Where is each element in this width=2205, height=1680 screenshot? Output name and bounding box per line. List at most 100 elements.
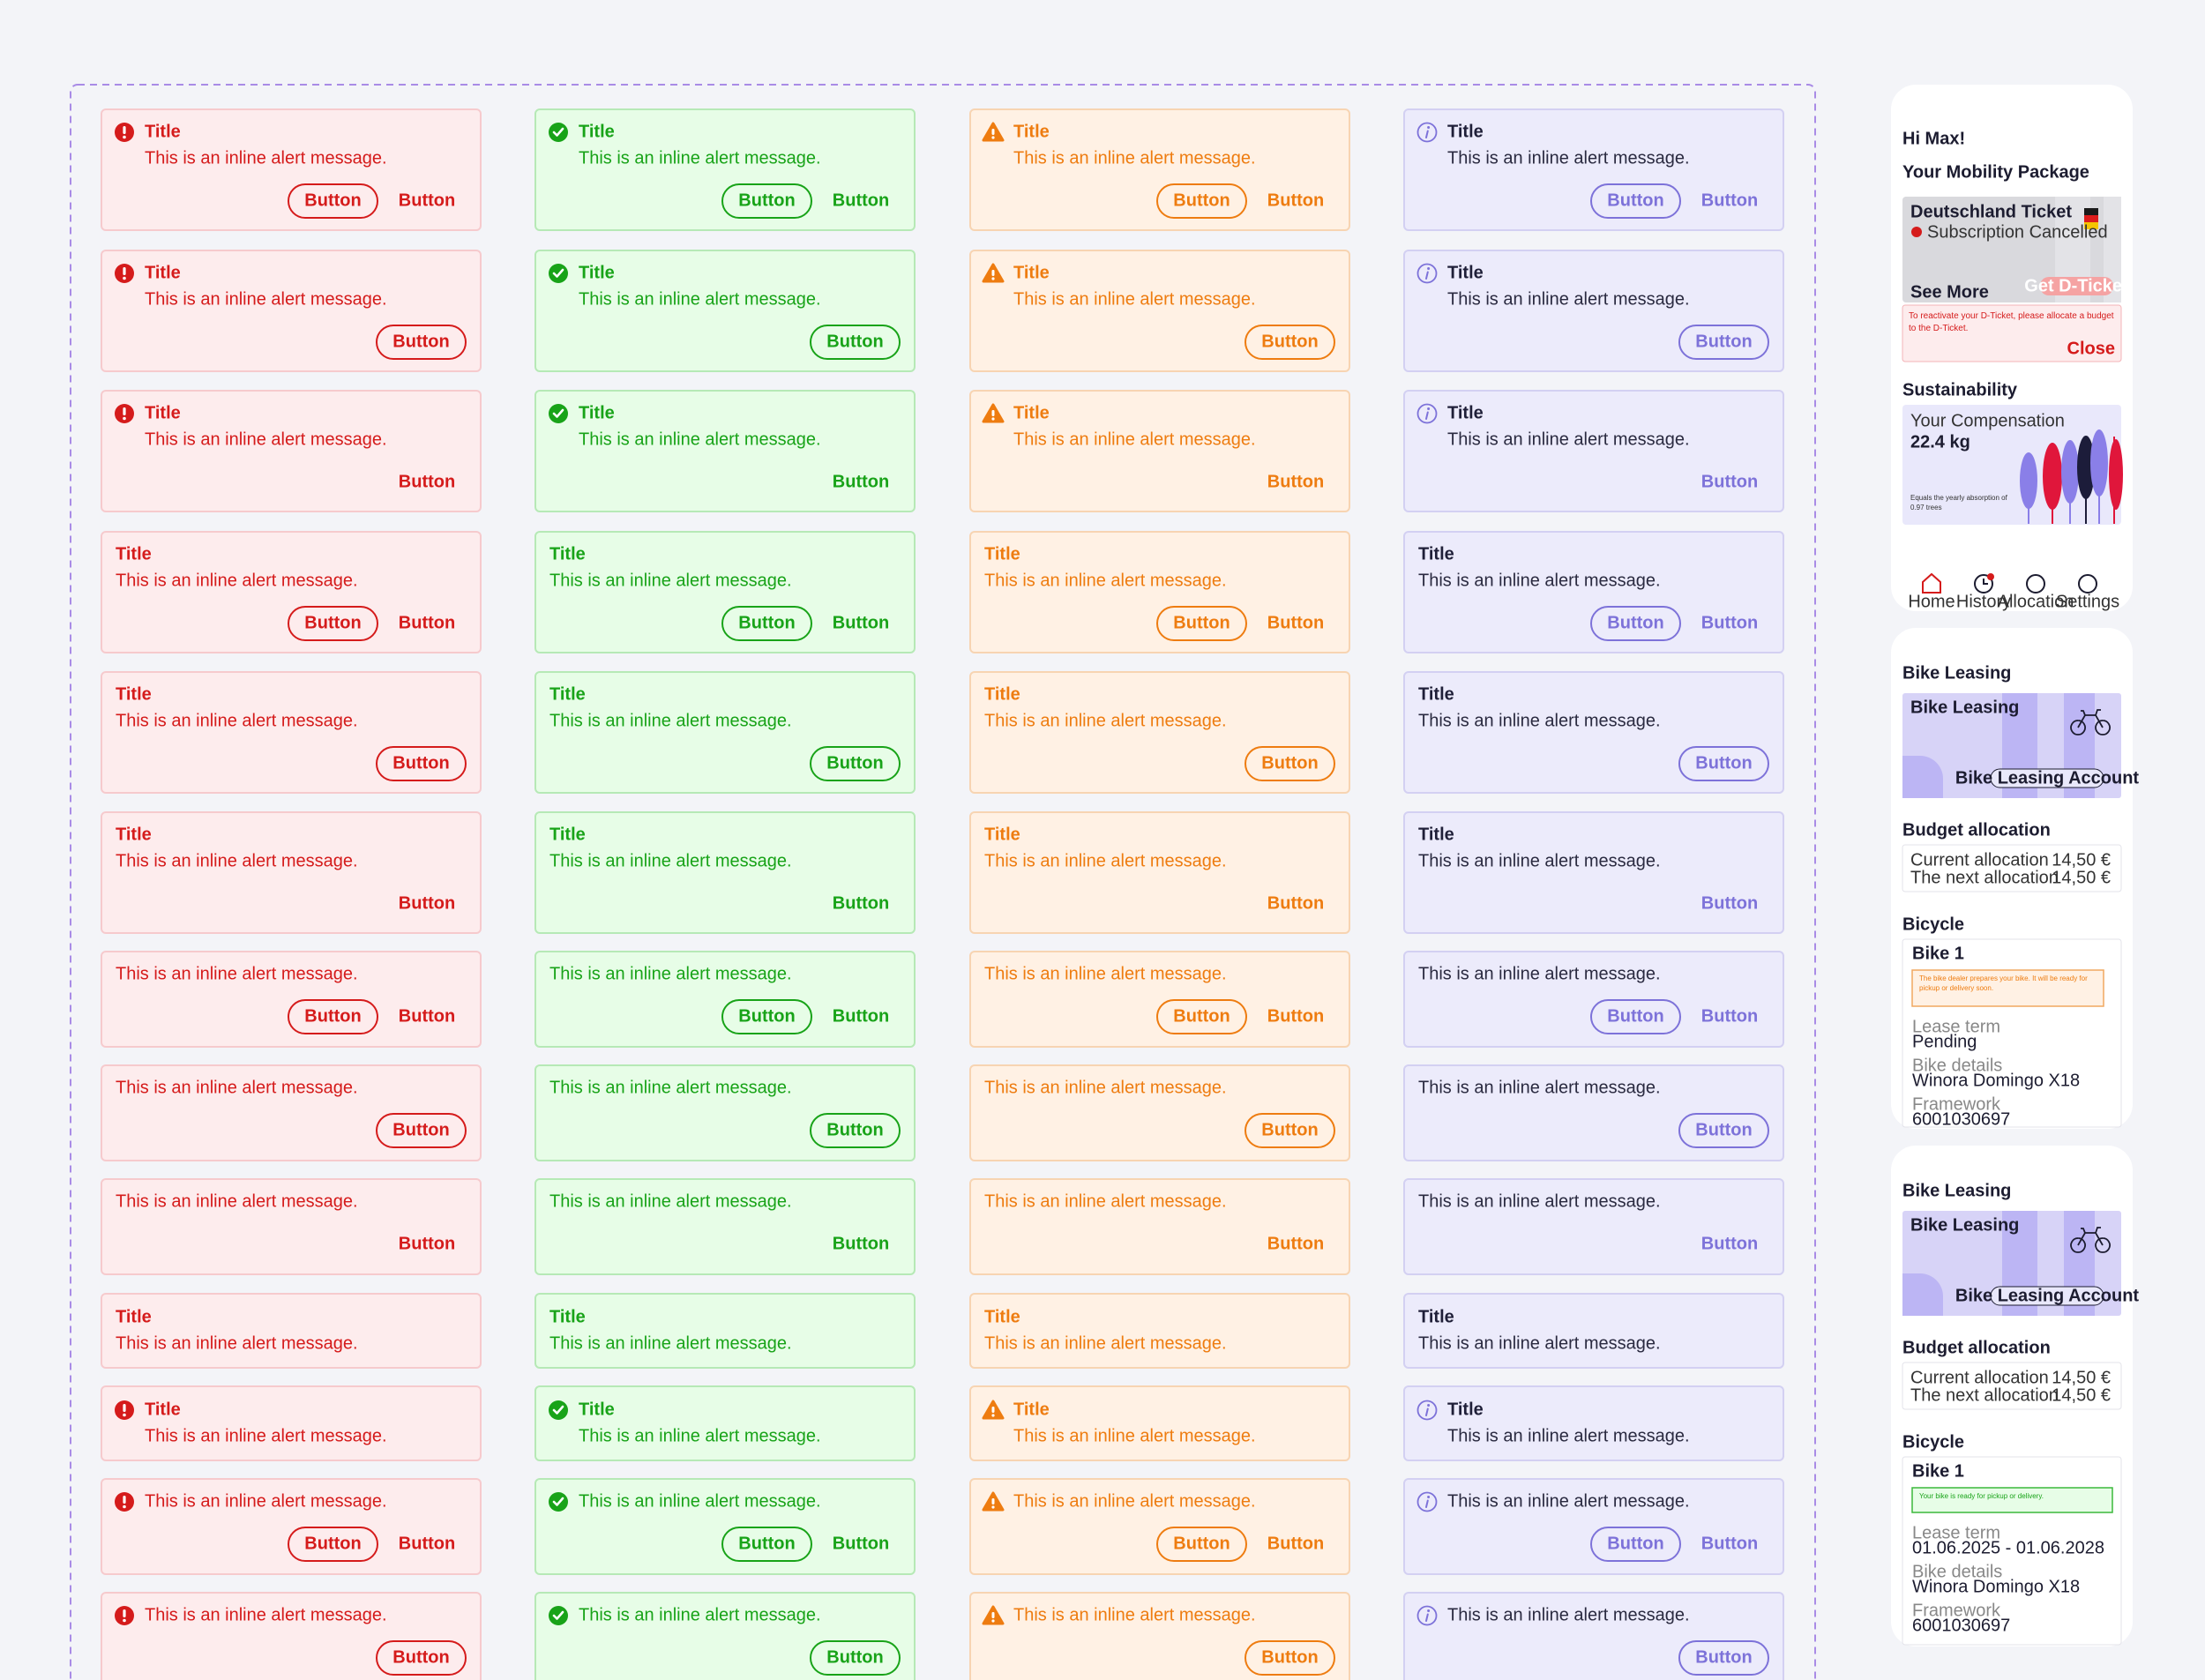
primary-button[interactable]: Button — [288, 1527, 378, 1562]
secondary-button[interactable]: Button — [1267, 1006, 1324, 1026]
inline-alert: Title This is an inline alert message. But… — [101, 531, 482, 653]
budget-box — [1902, 1362, 2122, 1410]
nav-label[interactable]: Allocation — [1998, 592, 2074, 611]
alert-box — [534, 108, 916, 231]
secondary-button[interactable]: Button — [833, 1006, 889, 1026]
secondary-button[interactable]: Button — [399, 613, 455, 632]
primary-button[interactable]: Button — [810, 1113, 901, 1148]
secondary-button[interactable]: Button — [399, 190, 455, 210]
button-label: Button — [826, 332, 883, 351]
secondary-button[interactable]: Button — [833, 1234, 889, 1253]
secondary-button[interactable]: Button — [1267, 613, 1324, 632]
get-ticket-button[interactable] — [2040, 277, 2113, 295]
alert-message: This is an inline alert message. — [116, 1333, 358, 1353]
primary-button[interactable]: Button — [1590, 606, 1681, 641]
inline-alert: Title This is an inline alert message. But… — [534, 250, 916, 372]
button-label: Button — [392, 332, 449, 351]
see-more[interactable]: See More — [1910, 282, 1989, 302]
secondary-button[interactable]: Button — [1701, 893, 1758, 913]
secondary-button[interactable]: Button — [1701, 613, 1758, 632]
alert-title: Title — [116, 1307, 152, 1326]
secondary-button[interactable]: Button — [1267, 472, 1324, 491]
button-label: Button — [392, 1120, 449, 1139]
secondary-button[interactable]: Button — [1267, 1234, 1324, 1253]
nav-label[interactable]: Settings — [2056, 592, 2119, 611]
primary-button[interactable]: Button — [288, 606, 378, 641]
primary-button[interactable]: Button — [376, 325, 467, 360]
button-outline — [288, 606, 378, 641]
icon-glyph — [1427, 1404, 1431, 1407]
primary-button[interactable]: Button — [1590, 183, 1681, 219]
primary-button[interactable]: Button — [1156, 1527, 1247, 1562]
alert-message: This is an inline alert message. — [984, 1078, 1227, 1097]
secondary-button[interactable]: Button — [833, 893, 889, 913]
inline-alert: Title This is an inline alert message. But… — [1403, 390, 1784, 512]
primary-button[interactable]: Button — [721, 999, 812, 1034]
bike-name: Bike 1 — [1912, 1461, 1964, 1481]
primary-button[interactable]: Button — [1156, 606, 1247, 641]
primary-button[interactable]: Button — [1245, 1640, 1335, 1676]
secondary-button[interactable]: Button — [833, 1534, 889, 1553]
primary-button[interactable]: Button — [376, 1640, 467, 1676]
alert-box — [969, 250, 1350, 372]
secondary-button[interactable]: Button — [1701, 1234, 1758, 1253]
alert-message: This is an inline alert message. — [1418, 711, 1661, 730]
primary-button[interactable]: Button — [810, 1640, 901, 1676]
primary-button[interactable]: Button — [288, 999, 378, 1034]
primary-button[interactable]: Button — [1590, 999, 1681, 1034]
alert-box — [1403, 1064, 1784, 1161]
detail-value: 6001030697 — [1912, 1109, 2010, 1129]
account-button[interactable] — [1990, 1286, 2104, 1306]
account-button[interactable] — [1990, 768, 2104, 788]
secondary-button[interactable]: Button — [1701, 1534, 1758, 1553]
primary-button[interactable]: Button — [1245, 1113, 1335, 1148]
secondary-button[interactable]: Button — [399, 1006, 455, 1026]
alert-message: This is an inline alert message. — [579, 289, 821, 309]
secondary-button[interactable]: Button — [1267, 1534, 1324, 1553]
secondary-button[interactable]: Button — [1701, 190, 1758, 210]
secondary-button[interactable]: Button — [1267, 190, 1324, 210]
primary-button[interactable]: Button — [1678, 1113, 1769, 1148]
alert-message: This is an inline alert message. — [984, 1191, 1227, 1211]
secondary-button[interactable]: Button — [833, 613, 889, 632]
icon-glyph — [552, 127, 564, 137]
primary-button[interactable]: Button — [1156, 999, 1247, 1034]
primary-button[interactable]: Button — [1678, 1640, 1769, 1676]
primary-button[interactable]: Button — [376, 746, 467, 781]
secondary-button[interactable]: Button — [399, 472, 455, 491]
secondary-button[interactable]: Button — [1701, 1006, 1758, 1026]
button-label: Button — [1261, 1120, 1318, 1139]
inline-alert: Title This is an inline alert message. But… — [101, 390, 482, 512]
secondary-button[interactable]: Button — [1701, 472, 1758, 491]
status-text: Your bike is ready for pickup or deliver… — [1919, 1492, 2044, 1500]
close-link[interactable]: Close — [2067, 339, 2115, 358]
secondary-button[interactable]: Button — [399, 893, 455, 913]
inline-alert: Title This is an inline alert message. But… — [1403, 671, 1784, 794]
primary-button[interactable]: Button — [1156, 183, 1247, 219]
primary-button[interactable]: Button — [1245, 325, 1335, 360]
primary-button[interactable]: Button — [1590, 1527, 1681, 1562]
primary-button[interactable]: Button — [721, 183, 812, 219]
primary-button[interactable]: Button — [810, 746, 901, 781]
primary-button[interactable]: Button — [288, 183, 378, 219]
primary-button[interactable]: Button — [1245, 746, 1335, 781]
primary-button[interactable]: Button — [376, 1113, 467, 1148]
primary-button[interactable]: Button — [721, 1527, 812, 1562]
primary-button[interactable]: Button — [1678, 325, 1769, 360]
nav-label[interactable]: Home — [1908, 592, 1955, 611]
primary-button[interactable]: Button — [721, 606, 812, 641]
button-label: Button — [738, 1006, 795, 1026]
secondary-button[interactable]: Button — [399, 1234, 455, 1253]
inline-alert: Title This is an inline alert message. But… — [1403, 108, 1784, 231]
secondary-button[interactable]: Button — [1267, 893, 1324, 913]
icon-glyph — [123, 1496, 126, 1504]
alert-box — [534, 250, 916, 372]
secondary-button[interactable]: Button — [399, 1534, 455, 1553]
secondary-button[interactable]: Button — [833, 472, 889, 491]
detail-value: Winora Domingo X18 — [1912, 1577, 2080, 1596]
primary-button[interactable]: Button — [1678, 746, 1769, 781]
budget-label: Current allocation — [1910, 1368, 2049, 1387]
secondary-button[interactable]: Button — [833, 190, 889, 210]
nav-label[interactable]: History — [1956, 592, 2011, 611]
primary-button[interactable]: Button — [810, 325, 901, 360]
